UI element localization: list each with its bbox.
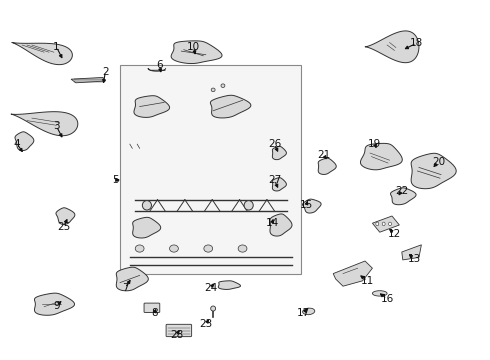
Polygon shape: [270, 214, 292, 236]
Text: 20: 20: [432, 157, 445, 167]
Text: 3: 3: [53, 121, 60, 131]
Text: 10: 10: [187, 42, 200, 52]
Polygon shape: [71, 77, 105, 83]
Ellipse shape: [204, 245, 213, 252]
Ellipse shape: [382, 222, 385, 226]
Text: 26: 26: [268, 139, 281, 149]
Text: 11: 11: [361, 276, 374, 286]
Text: 12: 12: [388, 229, 401, 239]
Polygon shape: [302, 199, 321, 213]
Text: 19: 19: [368, 139, 382, 149]
Polygon shape: [402, 245, 421, 260]
Bar: [120, 65, 301, 274]
Polygon shape: [318, 158, 336, 175]
Polygon shape: [133, 217, 161, 238]
Polygon shape: [411, 153, 456, 189]
Polygon shape: [134, 96, 170, 117]
Text: 25: 25: [57, 222, 71, 232]
Polygon shape: [391, 188, 416, 205]
Ellipse shape: [211, 88, 215, 92]
Text: 8: 8: [151, 308, 158, 318]
Ellipse shape: [135, 245, 144, 252]
Polygon shape: [171, 41, 222, 63]
Ellipse shape: [143, 201, 151, 210]
Polygon shape: [34, 293, 74, 315]
Ellipse shape: [244, 201, 253, 210]
Text: 4: 4: [14, 139, 21, 149]
Polygon shape: [372, 216, 399, 232]
Polygon shape: [272, 178, 287, 191]
Text: 16: 16: [380, 294, 394, 304]
Ellipse shape: [221, 84, 225, 87]
Polygon shape: [15, 132, 34, 150]
Polygon shape: [116, 267, 148, 291]
Ellipse shape: [170, 245, 178, 252]
Text: 24: 24: [204, 283, 218, 293]
Text: 18: 18: [410, 38, 423, 48]
Polygon shape: [361, 143, 402, 170]
Polygon shape: [218, 281, 241, 289]
Text: 17: 17: [297, 308, 311, 318]
Polygon shape: [333, 261, 372, 286]
Polygon shape: [272, 147, 287, 159]
Polygon shape: [56, 208, 75, 224]
Text: 1: 1: [53, 42, 60, 52]
Text: 7: 7: [122, 283, 128, 293]
Polygon shape: [11, 112, 78, 136]
Ellipse shape: [211, 306, 216, 311]
Ellipse shape: [376, 222, 379, 226]
Text: 15: 15: [299, 200, 313, 210]
Text: 13: 13: [407, 254, 421, 264]
Text: 9: 9: [53, 301, 60, 311]
Text: 22: 22: [395, 186, 409, 196]
Text: 14: 14: [265, 218, 279, 228]
Polygon shape: [365, 31, 419, 63]
Text: 23: 23: [199, 319, 213, 329]
FancyBboxPatch shape: [166, 324, 192, 337]
Text: 6: 6: [156, 60, 163, 70]
Text: 21: 21: [317, 150, 330, 160]
Text: 28: 28: [170, 330, 183, 340]
FancyBboxPatch shape: [144, 303, 160, 312]
Ellipse shape: [389, 222, 392, 226]
Polygon shape: [12, 42, 73, 65]
Ellipse shape: [238, 245, 247, 252]
Polygon shape: [210, 95, 251, 118]
Text: 5: 5: [112, 175, 119, 185]
Ellipse shape: [372, 291, 387, 296]
Ellipse shape: [303, 308, 315, 315]
Text: 27: 27: [268, 175, 281, 185]
Text: 2: 2: [102, 67, 109, 77]
